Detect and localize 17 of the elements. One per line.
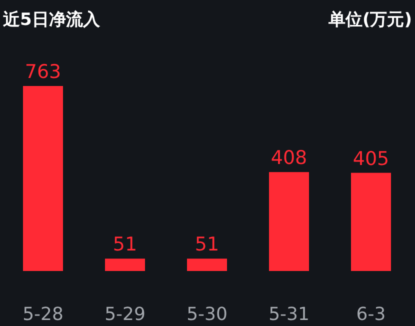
data-label: 405 <box>352 148 390 170</box>
bar <box>23 86 63 271</box>
data-label: 51 <box>194 234 220 256</box>
data-label: 408 <box>270 147 308 170</box>
bar <box>187 258 227 271</box>
x-tick-label: 5-29 <box>104 304 146 325</box>
bar <box>105 258 145 271</box>
x-tick-label: 6-3 <box>356 304 386 325</box>
data-label: 51 <box>112 234 138 256</box>
chart-title: 近5日净流入 <box>2 10 101 30</box>
data-label: 763 <box>24 61 62 83</box>
x-tick-label: 5-31 <box>268 304 310 325</box>
x-tick-label: 5-30 <box>186 304 228 325</box>
bar <box>269 172 309 271</box>
bar <box>351 172 391 271</box>
text: 单位(万元) <box>327 10 412 30</box>
x-tick-label: 5-28 <box>22 304 64 325</box>
